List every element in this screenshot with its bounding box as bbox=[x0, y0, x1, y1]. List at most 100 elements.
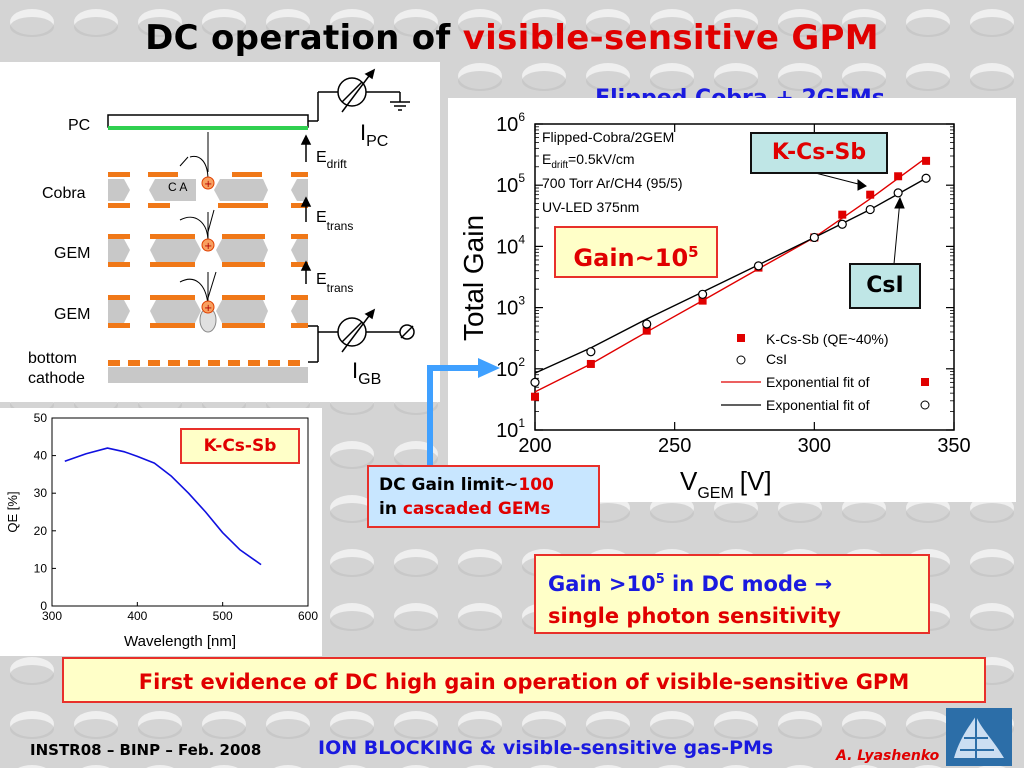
gain-y-tick-label: 104 bbox=[496, 232, 525, 258]
gain-x-tick-label: 300 bbox=[798, 435, 831, 457]
qe-x-axis-label: Wavelength [nm] bbox=[124, 633, 236, 650]
qe-y-tick-label: 30 bbox=[34, 486, 48, 500]
label-ca: C A bbox=[168, 180, 187, 194]
ammeter-pc bbox=[308, 68, 410, 122]
gem2-electrode bbox=[108, 295, 308, 328]
gain-point-csi bbox=[865, 204, 875, 215]
label-cobra: Cobra bbox=[42, 185, 86, 202]
qe-curve bbox=[64, 447, 262, 566]
label-pc: PC bbox=[68, 117, 90, 134]
slide-title: DC operation of visible-sensitive GPM bbox=[0, 18, 1024, 58]
qe-x-tick-label: 400 bbox=[127, 609, 147, 623]
pc-plate bbox=[107, 114, 309, 128]
qe-y-tick-label: 40 bbox=[34, 449, 48, 463]
gain-mode-note: Gain >105 in DC mode → single photon sen… bbox=[534, 554, 930, 634]
svg-text:Flipped-Cobra/2GEM: Flipped-Cobra/2GEM bbox=[542, 129, 674, 145]
gain-point-kcssb bbox=[531, 392, 539, 401]
qe-y-axis-label: QE [%] bbox=[5, 491, 20, 532]
gain-x-axis-label: VGEM [V] bbox=[680, 466, 772, 502]
gain-annotation: Flipped-Cobra/2GEM Edrift=0.5kV/cm 700 T… bbox=[542, 129, 683, 215]
gain-fit-line bbox=[534, 157, 927, 393]
callout-csi: CsI bbox=[849, 263, 921, 309]
footer-conference: INSTR08 – BINP – Feb. 2008 bbox=[30, 741, 262, 759]
qe-chart: 0 10 20 30 40 50 300 400 500 600 QE [%] Waveleng… bbox=[0, 408, 322, 656]
gain-fit-line bbox=[534, 177, 927, 374]
gain-point-csi bbox=[921, 173, 931, 183]
bottom-plate bbox=[108, 367, 308, 383]
gain-chart: 101 102 103 104 105 106 200 250 300 350 Total Ga… bbox=[448, 98, 1016, 502]
callout-gain: Gain~105 bbox=[554, 226, 718, 278]
arrow-right-icon: → bbox=[814, 572, 833, 596]
gain-y-ticks: 101 102 103 104 105 106 bbox=[496, 110, 954, 442]
legend-item-fit-red: Exponential fit of bbox=[766, 374, 870, 390]
label-igb: IGB bbox=[352, 358, 381, 388]
label-gem1: GEM bbox=[54, 245, 90, 262]
gain-point-kcssb bbox=[866, 190, 875, 199]
dc-gain-limit-note: DC Gain limit~100 in cascaded GEMs bbox=[367, 465, 600, 528]
gain-point-kcssb bbox=[642, 326, 651, 335]
gain-y-axis-label: Total Gain bbox=[458, 215, 489, 341]
qe-y-tick-label: 10 bbox=[34, 561, 48, 575]
gain-x-ticks: 200 250 300 350 bbox=[518, 124, 971, 457]
label-edrift: Edrift bbox=[316, 149, 347, 171]
gem1-electrode bbox=[108, 234, 308, 267]
gain-y-tick-label: 103 bbox=[496, 294, 525, 320]
label-gem2: GEM bbox=[54, 306, 90, 323]
avalanche-lines bbox=[179, 132, 217, 306]
field-arrows bbox=[300, 134, 312, 284]
gain-point-csi bbox=[837, 219, 847, 229]
gain-point-csi bbox=[698, 289, 708, 299]
pc-green-layer bbox=[108, 126, 308, 130]
svg-text:Edrift=0.5kV/cm: Edrift=0.5kV/cm bbox=[542, 151, 635, 171]
ammeter-gb bbox=[308, 308, 415, 363]
bottom-cathode bbox=[108, 360, 300, 366]
label-ipc: IPC bbox=[360, 120, 388, 150]
gain-point-kcssb bbox=[838, 210, 847, 219]
title-prefix: DC operation of bbox=[145, 18, 451, 58]
qe-y-tick-label: 0 bbox=[40, 599, 47, 613]
gain-point-csi bbox=[642, 319, 652, 329]
gain-plot-frame bbox=[534, 123, 955, 431]
svg-text:700 Torr Ar/CH4 (95/5): 700 Torr Ar/CH4 (95/5) bbox=[542, 175, 683, 191]
blue-arrow bbox=[427, 358, 500, 466]
gain-point-csi bbox=[586, 347, 596, 357]
gain-point-csi bbox=[530, 377, 540, 387]
label-etrans1: Etrans bbox=[316, 209, 353, 233]
gain-y-tick-label: 102 bbox=[496, 355, 525, 381]
qe-x-tick-label: 500 bbox=[213, 609, 233, 623]
gain-point-csi bbox=[809, 232, 819, 243]
gain-x-tick-label: 200 bbox=[518, 435, 551, 457]
svg-text:+: + bbox=[204, 241, 212, 252]
gain-x-tick-label: 350 bbox=[937, 435, 970, 457]
qe-series bbox=[64, 447, 262, 566]
gain-point-csi bbox=[753, 261, 764, 271]
qe-y-ticks: 0 10 20 30 40 50 bbox=[34, 411, 56, 613]
institute-logo bbox=[946, 708, 1012, 766]
qe-x-tick-label: 600 bbox=[298, 609, 318, 623]
conclusion-banner: First evidence of DC high gain operation… bbox=[62, 657, 986, 703]
svg-text:+: + bbox=[204, 179, 212, 190]
qe-y-tick-label: 50 bbox=[34, 411, 48, 425]
qe-x-ticks: 300 400 500 600 bbox=[42, 602, 318, 623]
legend-item-fit-black: Exponential fit of bbox=[766, 397, 870, 413]
gain-y-tick-label: 105 bbox=[496, 171, 525, 197]
svg-text:UV-LED 375nm: UV-LED 375nm bbox=[542, 199, 639, 215]
gain-legend: K-Cs-Sb (QE~40%) CsI Exponential fit of … bbox=[721, 331, 930, 413]
gain-y-tick-label: 106 bbox=[496, 110, 525, 136]
qe-plot-frame bbox=[51, 417, 309, 607]
svg-text:+: + bbox=[204, 303, 212, 314]
footer-author: A. Lyashenko bbox=[836, 748, 940, 764]
footer-topic: ION BLOCKING & visible-sensitive gas-PMs bbox=[318, 737, 774, 759]
title-highlight: visible-sensitive GPM bbox=[462, 18, 879, 58]
gain-point-kcssb bbox=[698, 296, 707, 305]
label-cathode: cathode bbox=[28, 370, 85, 387]
gain-point-kcssb bbox=[586, 359, 595, 368]
gain-y-tick-label: 101 bbox=[496, 416, 525, 442]
label-etrans2: Etrans bbox=[316, 271, 353, 295]
ion-markers: + + + bbox=[199, 176, 217, 333]
legend-item-csi: CsI bbox=[766, 351, 787, 367]
detector-schematic: PC Cobra C A GEM GEM bbox=[0, 62, 440, 402]
gain-series bbox=[530, 156, 931, 401]
qe-y-tick-label: 20 bbox=[34, 524, 48, 538]
gain-point-kcssb bbox=[894, 172, 903, 181]
